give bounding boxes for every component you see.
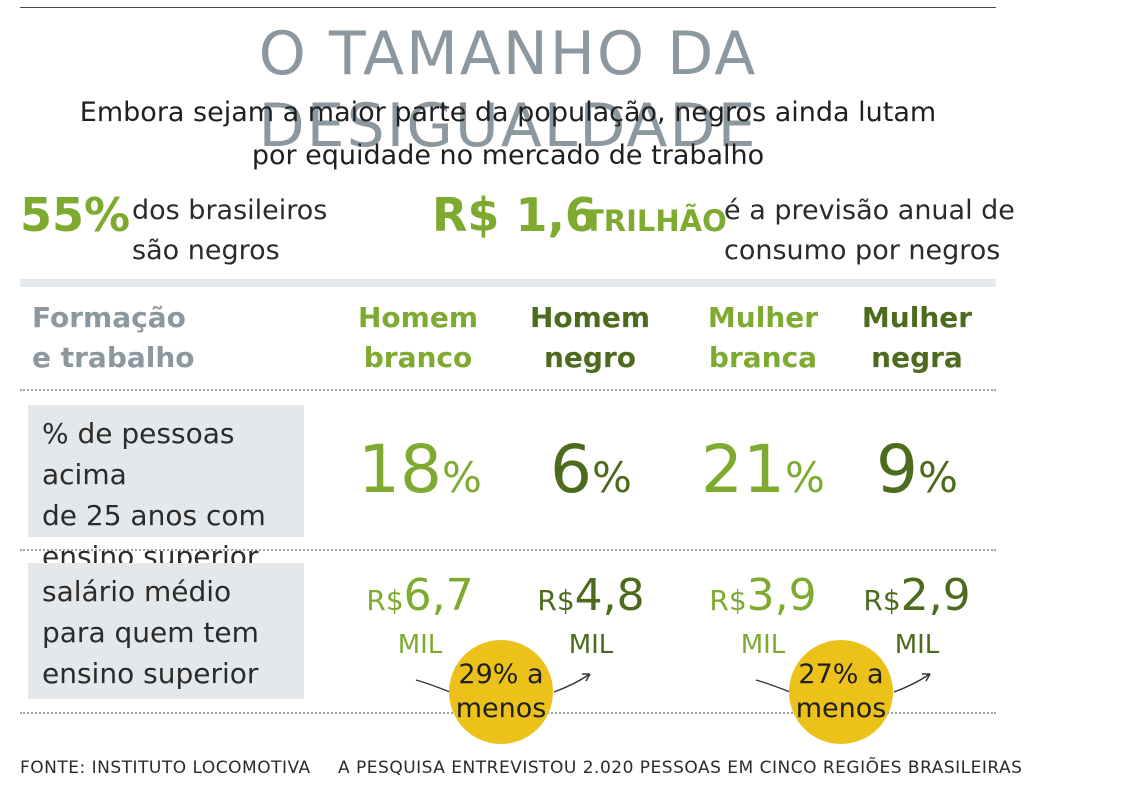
salary-unit: MIL	[894, 630, 940, 660]
gap-badge-line-2: menos	[455, 693, 547, 724]
subtitle-line-2: por equidade no mercado de trabalho	[251, 140, 765, 171]
section-band	[20, 279, 996, 287]
pct-symbol: %	[785, 453, 825, 502]
pct-symbol: %	[442, 453, 482, 502]
salary-number: 3,9	[746, 570, 817, 621]
stat-consumption-text-2: consumo por negros	[724, 235, 1001, 266]
footer-note: A PESQUISA ENTREVISTOU 2.020 PESSOAS EM …	[338, 758, 1023, 778]
pct-symbol: %	[918, 453, 958, 502]
arrow-connector-men	[415, 673, 591, 693]
pct-value-mulher-negra: 9%	[837, 430, 997, 518]
column-header-homem-negro: Homem negro	[510, 298, 670, 378]
salary-value-mulher-negra: R$2,9 MIL	[837, 570, 997, 661]
pct-number: 21	[701, 431, 786, 508]
stat-population-value: 55%	[20, 188, 131, 242]
table-header-line-1: Formação	[32, 301, 186, 334]
salary-unit: MIL	[740, 630, 786, 660]
row-label-line: salário médio	[42, 575, 232, 608]
salary-unit: MIL	[568, 630, 614, 660]
row-label-line: % de pessoas acima	[42, 417, 235, 491]
column-header-homem-branco: Homem branco	[338, 298, 498, 378]
gap-badge-men: 29% a menos	[449, 640, 553, 744]
pct-value-homem-branco: 18%	[340, 430, 500, 518]
gap-badge-line-1: 29% a	[458, 659, 544, 690]
column-header-line-2: negro	[543, 341, 636, 374]
footer-source: FONTE: INSTITUTO LOCOMOTIVA	[20, 758, 311, 778]
stat-consumption-text-1: é a previsão anual de	[724, 195, 1015, 226]
stat-consumption-unit: TRILHÃO	[584, 204, 727, 238]
salary-value-homem-branco: R$6,7 MIL	[340, 570, 500, 661]
row-label-line: de 25 anos com	[42, 499, 266, 532]
page-title: O TAMANHO DA DESIGUALDADE	[258, 19, 758, 161]
pct-symbol: %	[592, 453, 632, 502]
stat-population-text-1: dos brasileiros	[132, 195, 328, 226]
currency-prefix: R$	[537, 584, 575, 617]
gap-badge-line-1: 27% a	[798, 659, 884, 690]
row-divider	[20, 549, 996, 551]
currency-prefix: R$	[863, 584, 901, 617]
pct-value-homem-negro: 6%	[511, 430, 671, 518]
top-rule	[20, 7, 996, 8]
column-header-line-1: Mulher	[707, 301, 819, 334]
currency-prefix: R$	[366, 584, 404, 617]
subtitle-line-1: Embora sejam a maior parte da população,…	[79, 97, 937, 128]
column-header-line-2: branco	[363, 341, 473, 374]
salary-value-mulher-branca: R$3,9 MIL	[683, 570, 843, 661]
row-label-line: para quem tem	[42, 616, 259, 649]
row-divider	[20, 389, 996, 391]
stat-consumption-value: R$ 1,6	[432, 188, 597, 242]
pct-number: 6	[550, 431, 593, 508]
gap-badge-line-2: menos	[795, 693, 887, 724]
row-label-education: % de pessoas acima de 25 anos com ensino…	[28, 405, 304, 573]
column-header-line-2: negra	[871, 341, 963, 374]
column-header-line-1: Homem	[529, 301, 650, 334]
pct-value-mulher-branca: 21%	[683, 430, 843, 518]
salary-number: 4,8	[574, 570, 645, 621]
stat-population-text-2: são negros	[132, 235, 280, 266]
column-header-line-1: Mulher	[861, 301, 973, 334]
pct-number: 9	[876, 431, 919, 508]
table-header-line-2: e trabalho	[32, 341, 195, 374]
pct-number: 18	[358, 431, 443, 508]
salary-number: 6,7	[403, 570, 474, 621]
row-label-line: ensino superior	[42, 657, 259, 690]
column-header-mulher-negra: Mulher negra	[837, 298, 997, 378]
salary-value-homem-negro: R$4,8 MIL	[511, 570, 671, 661]
gap-badge-women: 27% a menos	[789, 640, 893, 744]
salary-unit: MIL	[397, 630, 443, 660]
salary-number: 2,9	[900, 570, 971, 621]
row-label-salary: salário médio para quem tem ensino super…	[28, 563, 304, 699]
table-header-title: Formação e trabalho	[32, 298, 195, 378]
column-header-mulher-branca: Mulher branca	[683, 298, 843, 378]
currency-prefix: R$	[709, 584, 747, 617]
column-header-line-1: Homem	[357, 301, 478, 334]
column-header-line-2: branca	[708, 341, 818, 374]
arrow-connector-women	[755, 673, 931, 693]
